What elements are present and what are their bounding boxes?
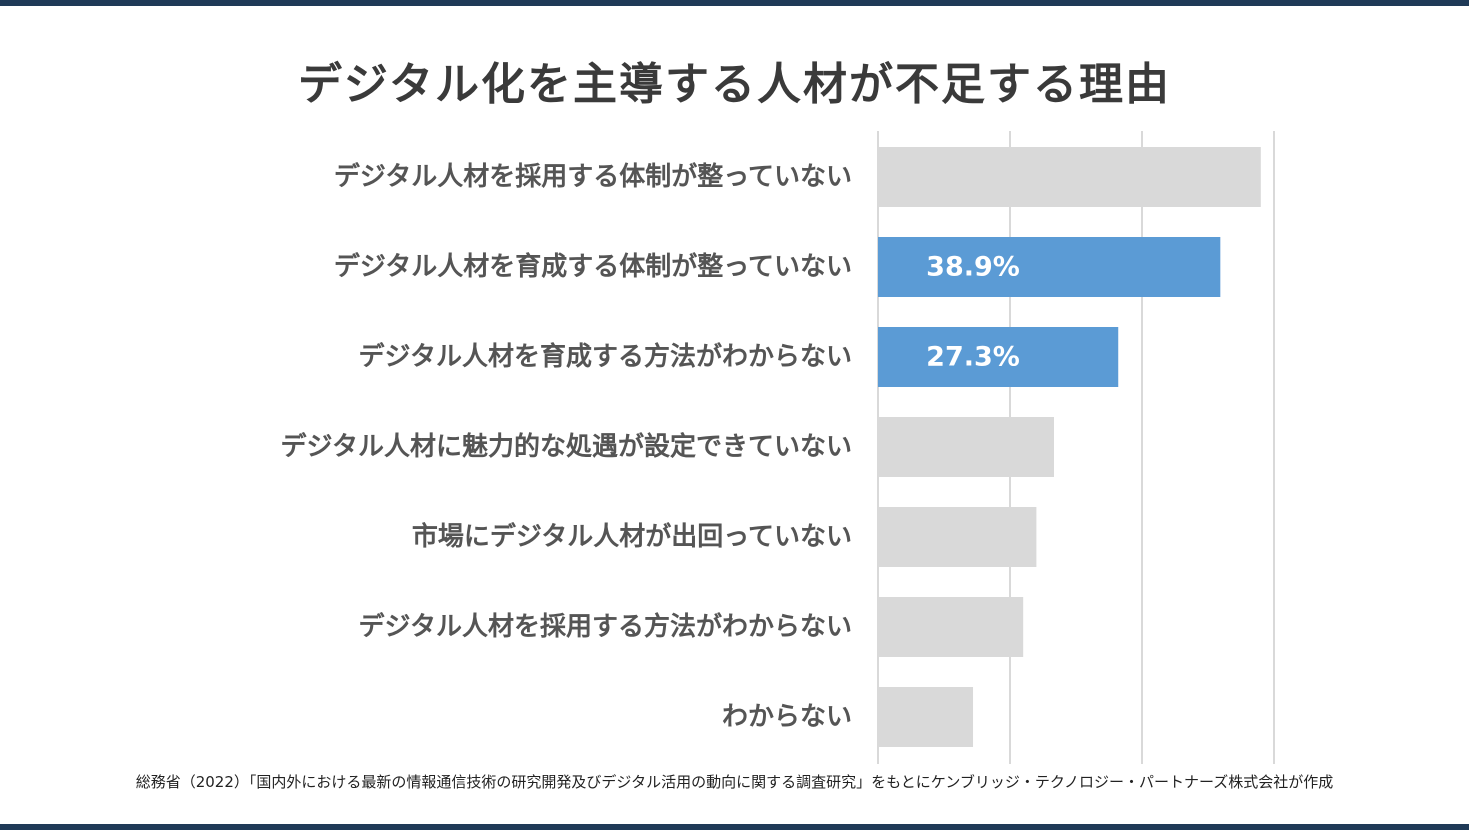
bar <box>878 327 1119 387</box>
data-label: 38.9% <box>926 252 1020 283</box>
category-label: デジタル人材を採用する方法がわからない <box>359 611 852 642</box>
category-label: デジタル人材を育成する方法がわからない <box>359 341 852 372</box>
category-label: デジタル人材を育成する体制が整っていない <box>334 251 852 282</box>
source-note: 総務省（2022）「国内外における最新の情報通信技術の研究開発及びデジタル活用の… <box>135 773 1334 791</box>
data-label: 27.3% <box>926 342 1020 373</box>
bar <box>878 417 1054 477</box>
bottom-border <box>0 824 1469 830</box>
category-label: デジタル人材に魅力的な処遇が設定できていない <box>281 431 852 462</box>
bar <box>878 507 1037 567</box>
category-label: デジタル人材を採用する体制が整っていない <box>334 161 852 192</box>
bar <box>878 147 1261 207</box>
chart-title: デジタル化を主導する人材が不足する理由 <box>297 59 1172 110</box>
bar <box>878 687 974 747</box>
bar <box>878 597 1024 657</box>
bar <box>878 237 1221 297</box>
top-border <box>0 0 1469 6</box>
category-label: わからない <box>722 702 852 732</box>
category-label: 市場にデジタル人材が出回っていない <box>412 521 852 552</box>
